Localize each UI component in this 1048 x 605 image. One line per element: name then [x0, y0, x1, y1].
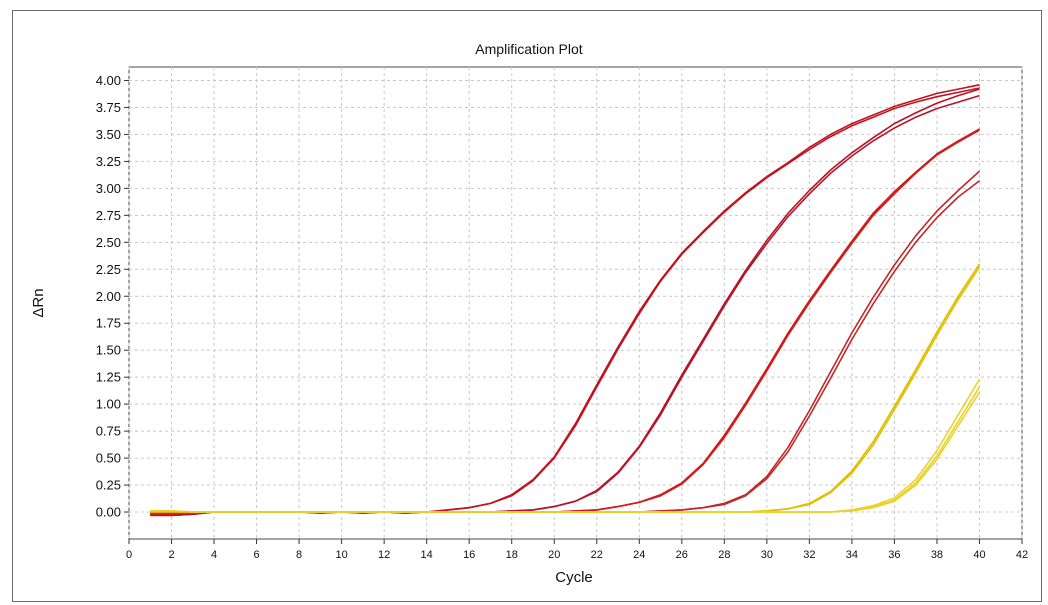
y-axis-ticks: 0.00 0.25 0.50 0.75 1.00 1.25 1.50 1.75 2.00 2.25…: [96, 73, 129, 520]
y-tick-label: 0.75: [96, 424, 121, 439]
x-tick-label: 22: [591, 549, 603, 561]
x-tick-label: 6: [254, 549, 260, 561]
x-tick-label: 24: [633, 549, 645, 561]
grid-lines: [128, 67, 1023, 539]
x-tick-label: 8: [296, 549, 302, 561]
y-tick-label: 0.25: [96, 478, 121, 493]
y-tick-label: 0.00: [96, 505, 121, 520]
x-tick-label: 16: [463, 549, 475, 561]
x-tick-label: 2: [168, 549, 174, 561]
y-tick-label: 3.75: [96, 100, 121, 115]
x-tick-label: 20: [548, 549, 560, 561]
x-tick-label: 12: [378, 549, 390, 561]
x-tick-label: 14: [421, 549, 433, 561]
x-tick-label: 10: [335, 549, 347, 561]
y-tick-label: 4.00: [96, 73, 121, 88]
y-tick-label: 1.00: [96, 397, 121, 412]
x-tick-label: 4: [211, 549, 217, 561]
y-tick-label: 3.00: [96, 181, 121, 196]
x-tick-label: 26: [676, 549, 688, 561]
x-tick-label: 18: [506, 549, 518, 561]
y-tick-label: 2.00: [96, 289, 121, 304]
y-tick-label: 2.25: [96, 262, 121, 277]
chart-title: Amplification Plot: [475, 41, 582, 57]
y-tick-label: 1.75: [96, 316, 121, 331]
x-tick-label: 40: [973, 549, 985, 561]
y-tick-label: 3.50: [96, 127, 121, 142]
series-lines: [150, 84, 981, 517]
x-tick-label: 30: [761, 549, 773, 561]
series-line-13: [150, 391, 981, 513]
y-tick-label: 0.50: [96, 451, 121, 466]
x-axis-label: Cycle: [555, 569, 593, 586]
x-tick-label: 32: [803, 549, 815, 561]
amplification-chart: Amplification Plot 0.00 0.25 0.50 0.75 1.00 1…: [30, 41, 1028, 586]
x-tick-label: 42: [1016, 549, 1028, 561]
x-tick-label: 38: [931, 549, 943, 561]
y-tick-label: 2.75: [96, 208, 121, 223]
x-axis-ticks: 0 2 4 6 8 10 12 14 16 18 20 22 24 26 28 30 32 34 36 38 40 42: [126, 539, 1028, 561]
y-axis-label: ΔRn: [30, 288, 47, 317]
plot-area: [128, 66, 1023, 540]
chart-frame: Amplification Plot 0.00 0.25 0.50 0.75 1.00 1…: [12, 10, 1042, 602]
x-tick-label: 0: [126, 549, 132, 561]
x-tick-label: 34: [846, 549, 858, 561]
y-tick-label: 1.25: [96, 370, 121, 385]
y-tick-label: 2.50: [96, 235, 121, 250]
x-tick-label: 36: [888, 549, 900, 561]
y-tick-label: 3.25: [96, 154, 121, 169]
x-tick-label: 28: [718, 549, 730, 561]
y-tick-label: 1.50: [96, 343, 121, 358]
